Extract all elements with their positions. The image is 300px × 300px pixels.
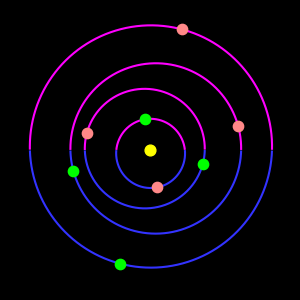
Point xyxy=(117,261,122,266)
Point xyxy=(142,117,147,122)
Point xyxy=(84,131,89,136)
Point xyxy=(154,185,159,190)
Point xyxy=(71,168,76,173)
Point xyxy=(200,162,205,167)
Point xyxy=(148,148,152,152)
Point xyxy=(236,124,241,129)
Point xyxy=(180,27,185,32)
